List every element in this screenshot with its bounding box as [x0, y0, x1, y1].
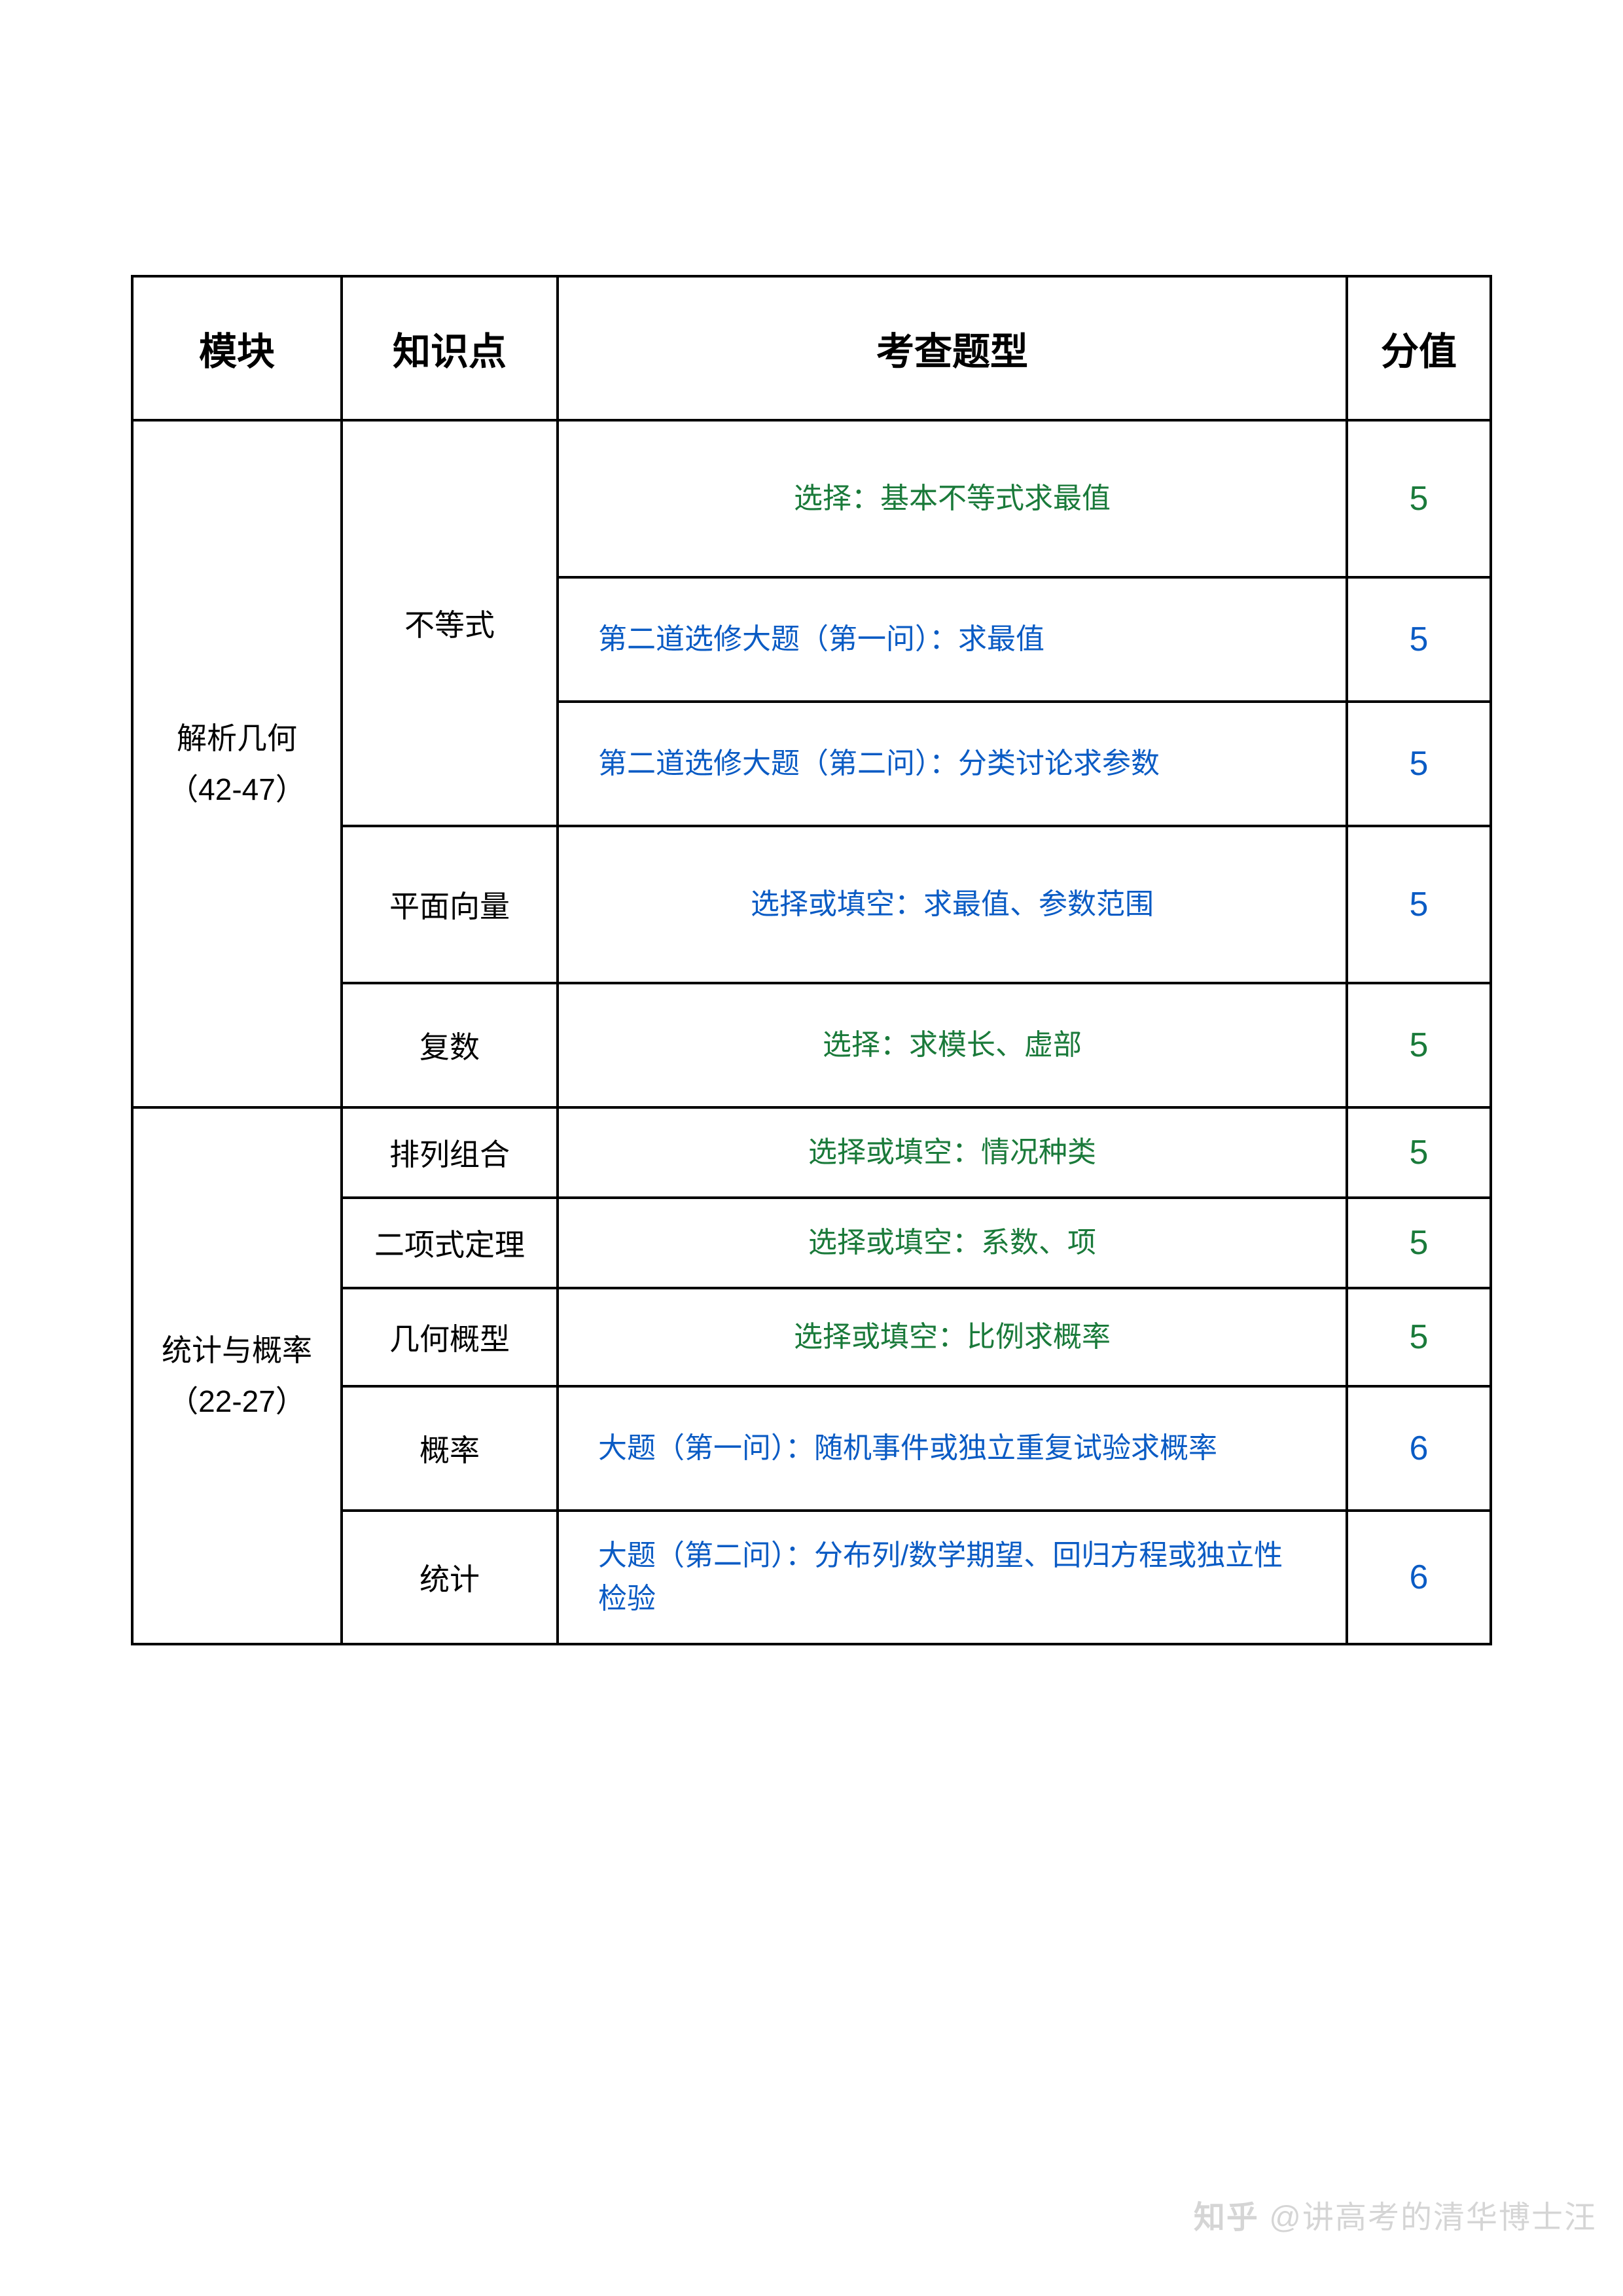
score-cell: 5	[1347, 1198, 1491, 1288]
table-row: 解析几何（42-47）不等式选择：基本不等式求最值5	[132, 420, 1491, 577]
watermark: 知乎 @讲高考的清华博士汪	[1194, 2191, 1597, 2237]
header-topic: 知识点	[342, 276, 558, 420]
score-cell: 5	[1347, 420, 1491, 577]
topic-cell: 平面向量	[342, 826, 558, 983]
table-body: 解析几何（42-47）不等式选择：基本不等式求最值5第二道选修大题（第一问）：求…	[132, 420, 1491, 1644]
score-cell: 5	[1347, 826, 1491, 983]
question-cell: 选择：基本不等式求最值	[558, 420, 1347, 577]
question-cell: 第二道选修大题（第一问）：求最值	[558, 577, 1347, 702]
question-cell: 选择或填空：系数、项	[558, 1198, 1347, 1288]
table-row: 统计与概率（22-27）排列组合选择或填空：情况种类5	[132, 1107, 1491, 1198]
score-cell: 6	[1347, 1511, 1491, 1644]
question-cell: 第二道选修大题（第二问）：分类讨论求参数	[558, 702, 1347, 826]
topic-cell: 不等式	[342, 420, 558, 826]
question-cell: 选择：求模长、虚部	[558, 983, 1347, 1107]
score-cell: 5	[1347, 702, 1491, 826]
topic-cell: 二项式定理	[342, 1198, 558, 1288]
exam-table: 模块 知识点 考查题型 分值 解析几何（42-47）不等式选择：基本不等式求最值…	[131, 275, 1492, 1645]
question-cell: 选择或填空：情况种类	[558, 1107, 1347, 1198]
question-cell: 大题（第一问）：随机事件或独立重复试验求概率	[558, 1386, 1347, 1511]
question-cell: 选择或填空：比例求概率	[558, 1288, 1347, 1386]
header-question: 考查题型	[558, 276, 1347, 420]
topic-cell: 复数	[342, 983, 558, 1107]
score-cell: 5	[1347, 1107, 1491, 1198]
watermark-author: @讲高考的清华博士汪	[1269, 2200, 1597, 2235]
page-container: 模块 知识点 考查题型 分值 解析几何（42-47）不等式选择：基本不等式求最值…	[0, 0, 1623, 1645]
module-cell: 解析几何（42-47）	[132, 420, 342, 1107]
topic-cell: 排列组合	[342, 1107, 558, 1198]
table-header-row: 模块 知识点 考查题型 分值	[132, 276, 1491, 420]
topic-cell: 几何概型	[342, 1288, 558, 1386]
module-cell: 统计与概率（22-27）	[132, 1107, 342, 1644]
score-cell: 5	[1347, 577, 1491, 702]
score-cell: 5	[1347, 1288, 1491, 1386]
watermark-brand: 知乎	[1194, 2200, 1259, 2235]
header-score: 分值	[1347, 276, 1491, 420]
header-module: 模块	[132, 276, 342, 420]
score-cell: 6	[1347, 1386, 1491, 1511]
topic-cell: 统计	[342, 1511, 558, 1644]
score-cell: 5	[1347, 983, 1491, 1107]
topic-cell: 概率	[342, 1386, 558, 1511]
question-cell: 选择或填空：求最值、参数范围	[558, 826, 1347, 983]
question-cell: 大题（第二问）：分布列/数学期望、回归方程或独立性检验	[558, 1511, 1347, 1644]
